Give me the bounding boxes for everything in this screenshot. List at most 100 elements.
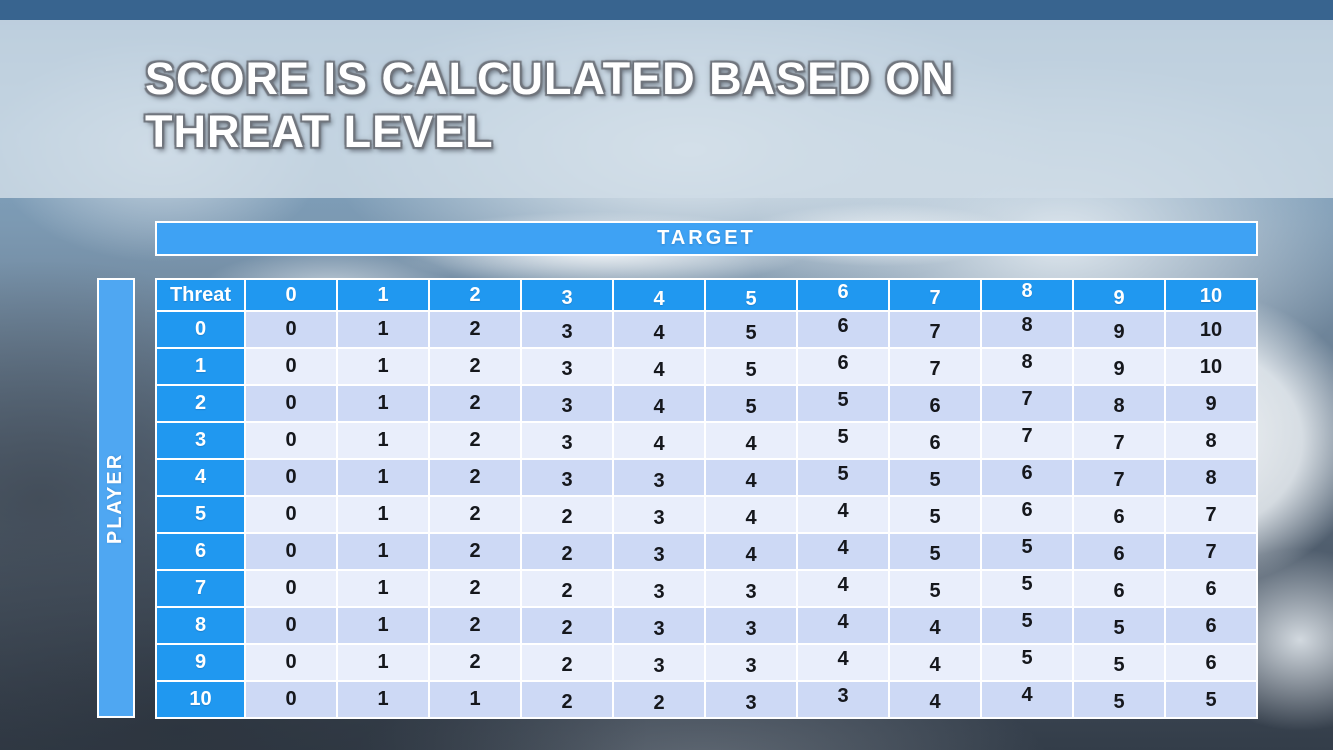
score-cell: 6 xyxy=(1166,571,1258,608)
score-cell: 2 xyxy=(430,460,522,497)
score-cell: 0 xyxy=(246,312,338,349)
score-cell: 5 xyxy=(890,571,982,608)
score-cell: 5 xyxy=(798,460,890,497)
score-cell: 3 xyxy=(614,571,706,608)
score-cell: 5 xyxy=(890,497,982,534)
score-cell: 5 xyxy=(890,534,982,571)
row-header: 5 xyxy=(157,497,246,534)
score-cell: 2 xyxy=(430,423,522,460)
score-cell: 1 xyxy=(338,497,430,534)
score-cell: 3 xyxy=(614,645,706,682)
score-cell: 8 xyxy=(1074,386,1166,423)
table-row: 10 0 1 1 2 2 3 3 4 4 5 5 xyxy=(157,682,1258,719)
score-cell: 7 xyxy=(982,386,1074,423)
score-cell: 5 xyxy=(706,349,798,386)
score-cell: 0 xyxy=(246,497,338,534)
score-cell: 3 xyxy=(614,608,706,645)
score-cell: 5 xyxy=(1074,682,1166,719)
score-cell: 4 xyxy=(798,497,890,534)
score-cell: 4 xyxy=(798,608,890,645)
score-cell: 3 xyxy=(522,386,614,423)
score-cell: 3 xyxy=(706,608,798,645)
score-cell: 5 xyxy=(982,571,1074,608)
score-cell: 5 xyxy=(798,423,890,460)
score-cell: 0 xyxy=(246,349,338,386)
score-cell: 2 xyxy=(430,386,522,423)
score-cell: 5 xyxy=(982,534,1074,571)
score-cell: 2 xyxy=(522,645,614,682)
score-cell: 0 xyxy=(246,571,338,608)
score-cell: 3 xyxy=(798,682,890,719)
row-header: 7 xyxy=(157,571,246,608)
score-cell: 0 xyxy=(246,608,338,645)
score-cell: 1 xyxy=(338,423,430,460)
score-cell: 10 xyxy=(1166,312,1258,349)
score-cell: 1 xyxy=(338,386,430,423)
title-band xyxy=(0,20,1333,198)
score-cell: 6 xyxy=(1166,645,1258,682)
column-header: 7 xyxy=(890,280,982,312)
score-cell: 6 xyxy=(890,386,982,423)
score-cell: 6 xyxy=(982,497,1074,534)
score-cell: 6 xyxy=(982,460,1074,497)
score-cell: 6 xyxy=(890,423,982,460)
score-cell: 4 xyxy=(614,423,706,460)
score-cell: 1 xyxy=(338,608,430,645)
column-header: 4 xyxy=(614,280,706,312)
score-cell: 8 xyxy=(1166,423,1258,460)
score-cell: 2 xyxy=(522,534,614,571)
player-axis-label: PLAYER xyxy=(97,278,135,718)
score-cell: 3 xyxy=(522,423,614,460)
score-cell: 2 xyxy=(522,608,614,645)
score-cell: 4 xyxy=(706,497,798,534)
score-cell: 7 xyxy=(1074,460,1166,497)
score-cell: 6 xyxy=(1166,608,1258,645)
score-cell: 7 xyxy=(1166,497,1258,534)
score-cell: 2 xyxy=(430,312,522,349)
score-cell: 5 xyxy=(890,460,982,497)
row-header: 4 xyxy=(157,460,246,497)
score-cell: 4 xyxy=(982,682,1074,719)
score-cell: 4 xyxy=(614,312,706,349)
column-header: 2 xyxy=(430,280,522,312)
score-cell: 3 xyxy=(522,349,614,386)
score-cell: 6 xyxy=(1074,497,1166,534)
score-cell: 4 xyxy=(706,423,798,460)
column-header: 9 xyxy=(1074,280,1166,312)
column-header: 5 xyxy=(706,280,798,312)
row-header: 9 xyxy=(157,645,246,682)
score-cell: 4 xyxy=(798,645,890,682)
score-cell: 2 xyxy=(522,571,614,608)
score-cell: 0 xyxy=(246,645,338,682)
column-header: 8 xyxy=(982,280,1074,312)
score-cell: 3 xyxy=(706,571,798,608)
score-cell: 2 xyxy=(614,682,706,719)
score-cell: 3 xyxy=(706,645,798,682)
column-header: 1 xyxy=(338,280,430,312)
score-cell: 5 xyxy=(982,608,1074,645)
row-header: 10 xyxy=(157,682,246,719)
score-cell: 2 xyxy=(430,645,522,682)
score-cell: 1 xyxy=(338,534,430,571)
score-cell: 2 xyxy=(430,497,522,534)
score-cell: 3 xyxy=(522,460,614,497)
score-cell: 1 xyxy=(338,312,430,349)
score-cell: 5 xyxy=(982,645,1074,682)
score-cell: 0 xyxy=(246,534,338,571)
row-header: 6 xyxy=(157,534,246,571)
score-cell: 5 xyxy=(798,386,890,423)
score-cell: 7 xyxy=(982,423,1074,460)
score-cell: 1 xyxy=(338,571,430,608)
score-cell: 5 xyxy=(1166,682,1258,719)
score-cell: 4 xyxy=(614,349,706,386)
score-cell: 1 xyxy=(338,682,430,719)
matrix-header-row: Threat 0 1 2 3 4 5 6 7 8 9 10 xyxy=(157,280,1258,312)
title-line-1: SCORE IS CALCULATED BASED ON xyxy=(145,53,955,104)
